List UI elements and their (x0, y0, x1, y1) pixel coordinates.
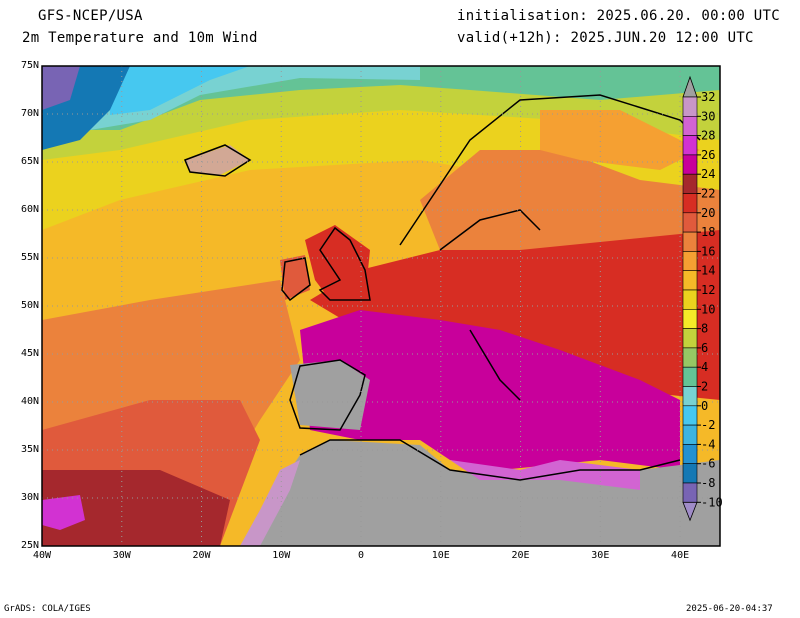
legend-swatch (682, 212, 698, 233)
legend-swatch (682, 231, 698, 252)
footer-timestamp: 2025-06-20-04:37 (686, 604, 773, 614)
legend-swatch (682, 173, 698, 194)
legend-label: -2 (701, 418, 715, 432)
legend-swatch (682, 308, 698, 329)
lon-label: 40W (32, 550, 52, 561)
lat-label: 30N (20, 492, 39, 503)
model-name: GFS-NCEP/USA (38, 8, 143, 24)
lat-label: 65N (20, 156, 39, 167)
lon-label: 20E (511, 550, 530, 561)
legend-swatch (682, 135, 698, 156)
legend-swatch (682, 251, 698, 271)
legend-swatch (682, 424, 698, 445)
legend-label: 12 (701, 283, 715, 297)
lon-label: 0 (358, 550, 365, 561)
legend-swatch (682, 405, 698, 426)
lat-label: 45N (20, 348, 39, 359)
legend-swatch (682, 270, 698, 291)
legend-label: 32 (701, 90, 715, 104)
footer-software: GrADS: COLA/IGES (4, 604, 91, 614)
valid-time: valid(+12h): 2025.JUN.20 12:00 UTC (457, 30, 754, 46)
legend-label: 26 (701, 148, 715, 162)
legend-label: -8 (701, 476, 715, 490)
legend-label: 4 (701, 360, 708, 374)
legend-label: 22 (701, 187, 715, 201)
legend-swatch (682, 366, 698, 387)
legend-label: 30 (701, 109, 715, 123)
lat-label: 75N (20, 60, 39, 71)
lat-label: 40N (20, 396, 39, 407)
lat-label: 35N (20, 444, 39, 455)
legend-label: 10 (701, 302, 715, 316)
legend-label: 16 (701, 244, 715, 258)
legend-swatch (682, 328, 698, 349)
lon-label: 20W (192, 550, 211, 561)
legend-label: 18 (701, 225, 715, 239)
legend-label: -10 (701, 495, 723, 509)
temperature-field (42, 66, 720, 546)
legend-label: 20 (701, 206, 715, 220)
legend-label: 6 (701, 341, 708, 355)
legend-swatch (682, 444, 698, 464)
legend-swatch (682, 116, 698, 136)
legend-swatch (682, 482, 698, 503)
legend-label: -4 (701, 437, 715, 451)
legend-swatch (682, 386, 698, 407)
legend-label: 2 (701, 380, 708, 394)
legend-label: 14 (701, 264, 715, 278)
lon-label: 30E (591, 550, 610, 561)
lon-label: 10W (272, 550, 291, 561)
legend-label: 28 (701, 129, 715, 143)
legend-label: -6 (701, 457, 715, 471)
lon-label: 40E (671, 550, 690, 561)
init-time: initialisation: 2025.06.20. 00:00 UTC (457, 8, 780, 24)
legend-swatch (682, 347, 698, 368)
lon-label: 30W (112, 550, 131, 561)
legend-swatch (682, 193, 698, 214)
legend-label: 24 (701, 167, 715, 181)
lat-label: 50N (20, 300, 39, 311)
lat-label: 25N (20, 540, 39, 551)
map-title: 2m Temperature and 10m Wind (22, 30, 258, 46)
map-frame (41, 65, 721, 547)
legend-swatch (682, 289, 698, 310)
legend-label: 8 (701, 322, 708, 336)
gridlines (42, 66, 720, 546)
lat-label: 55N (20, 252, 39, 263)
legend-swatch (682, 463, 698, 484)
legend-label: 0 (701, 399, 708, 413)
legend-swatch (682, 96, 698, 117)
lat-label: 60N (20, 204, 39, 215)
legend-swatch (682, 154, 698, 175)
legend-bottom-triangle (682, 501, 698, 522)
lat-label: 70N (20, 108, 39, 119)
lon-label: 10E (431, 550, 450, 561)
